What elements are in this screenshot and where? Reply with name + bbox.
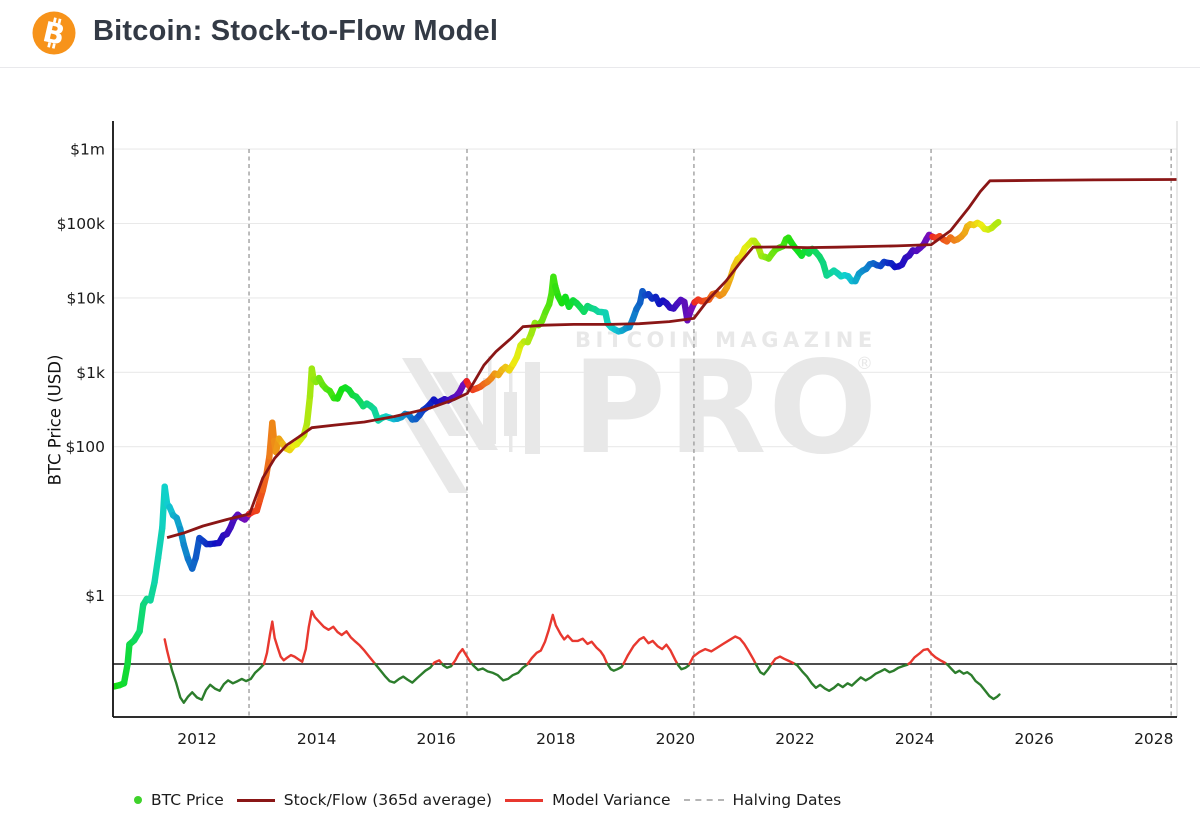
x-tick-label: 2018 — [536, 730, 575, 748]
y-tick-label: $1m — [70, 141, 105, 159]
stock-flow-line-swatch — [236, 798, 275, 802]
model-variance-line — [441, 662, 454, 669]
model-variance-line — [606, 662, 625, 672]
y-tick-label: $100 — [66, 438, 105, 456]
x-tick-label: 2012 — [177, 730, 216, 748]
model-variance-line — [770, 655, 797, 666]
model-variance-line — [432, 659, 444, 666]
y-tick-label: $10k — [66, 289, 105, 307]
model-variance-line — [470, 662, 529, 682]
legend-item-model-variance[interactable]: Model Variance — [505, 791, 671, 809]
watermark-candles-icon — [402, 356, 540, 493]
legend-label: BTC Price — [151, 791, 224, 809]
legend-item-stock-flow[interactable]: Stock/Flow (365d average) — [236, 791, 493, 809]
x-tick-label: 2016 — [416, 730, 455, 748]
model-variance-line — [451, 647, 474, 666]
x-tick-label: 2020 — [656, 730, 695, 748]
model-variance-line-swatch — [505, 798, 544, 802]
legend-label: Stock/Flow (365d average) — [283, 791, 493, 809]
model-variance-line — [169, 662, 266, 704]
header: B Bitcoin: Stock-to-Flow Model — [0, 0, 1200, 68]
y-tick-label: $100k — [57, 215, 105, 233]
chart-panel: BITCOIN MAGAZINE ® PRO $1m $100k $10k $1k $100 $… — [0, 68, 1200, 832]
legend-item-btc-price[interactable]: BTC Price — [134, 791, 224, 809]
model-variance-line — [945, 662, 1001, 701]
model-variance-line — [688, 635, 757, 666]
btc-price-dot-swatch — [134, 796, 142, 804]
model-variance-line — [754, 662, 773, 676]
legend: BTC Price Stock/Flow (365d average) Mode… — [134, 789, 841, 811]
x-tick-label: 2022 — [775, 730, 814, 748]
watermark: BITCOIN MAGAZINE®PRO — [402, 328, 879, 493]
stock-flow-line — [166, 178, 1177, 539]
x-tick-label: 2028 — [1134, 730, 1173, 748]
x-tick-label: 2026 — [1014, 730, 1053, 748]
halving-dates-dash-swatch — [683, 799, 724, 801]
model-variance-line — [907, 647, 948, 666]
y-tick-label: $1k — [76, 364, 105, 382]
model-variance-line — [374, 662, 435, 684]
x-tick-label: 2024 — [895, 730, 934, 748]
page-title: Bitcoin: Stock-to-Flow Model — [93, 15, 499, 47]
bitcoin-logo-icon: B — [32, 11, 76, 55]
svg-text:®: ® — [856, 354, 873, 374]
legend-item-halving-dates[interactable]: Halving Dates — [683, 791, 842, 809]
legend-label: Model Variance — [552, 791, 671, 809]
model-variance-line — [676, 662, 691, 671]
legend-label: Halving Dates — [732, 791, 842, 809]
model-variance-line — [163, 638, 172, 666]
model-variance-line — [262, 610, 377, 666]
model-variance-line — [793, 662, 910, 692]
x-tick-label: 2014 — [297, 730, 336, 748]
y-axis-title: BTC Price (USD) — [45, 354, 65, 486]
model-variance-line — [526, 613, 609, 666]
svg-text:PRO: PRO — [572, 334, 879, 483]
y-tick-label: $1 — [85, 587, 105, 605]
model-variance-line — [622, 636, 679, 666]
